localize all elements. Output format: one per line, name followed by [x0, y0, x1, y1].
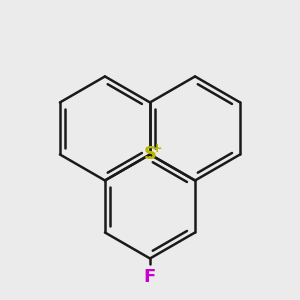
Text: +: +	[151, 142, 162, 155]
Text: F: F	[144, 268, 156, 286]
Text: S: S	[143, 146, 157, 164]
